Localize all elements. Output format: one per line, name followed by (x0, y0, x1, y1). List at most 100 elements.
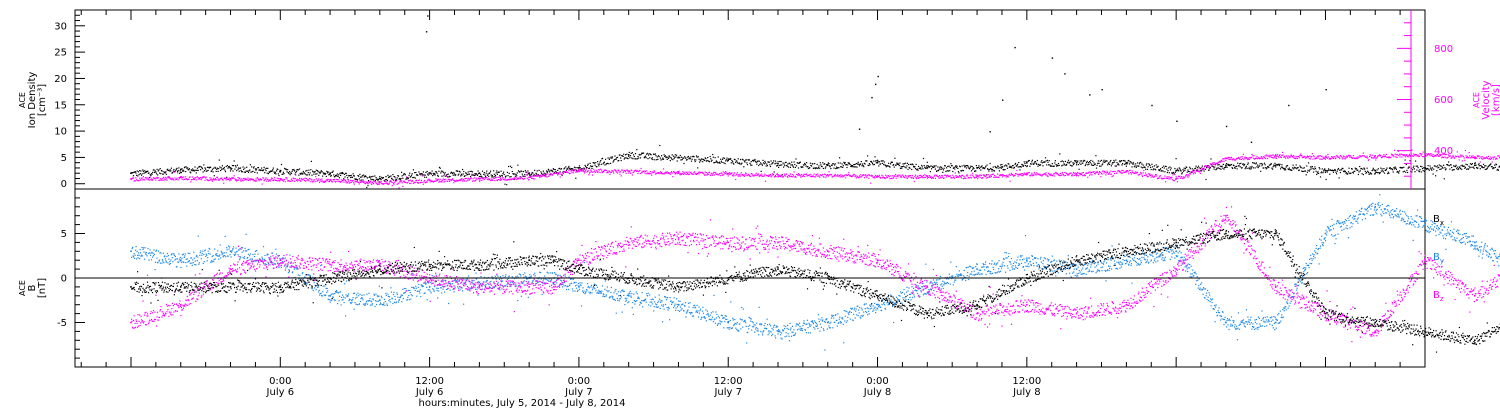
velocity-series-point (942, 175, 944, 177)
density-series-point (187, 167, 189, 169)
velocity-series-point (817, 173, 819, 175)
velocity-series-point (697, 171, 699, 173)
density-series-point (1393, 167, 1395, 169)
velocity-series-point (923, 176, 925, 179)
velocity-series-point (189, 176, 191, 178)
velocity-series-point (774, 176, 776, 178)
density-series-point (1139, 161, 1141, 163)
density-series-point (1160, 168, 1162, 170)
density-series-point (1347, 171, 1350, 173)
density-spike-point (1089, 94, 1091, 96)
velocity-series-point (1439, 153, 1441, 156)
density-series-point (1146, 168, 1149, 170)
density-series-point (454, 174, 456, 177)
velocity-series-point (1143, 169, 1145, 172)
velocity-series-point (935, 174, 937, 176)
velocity-series-point (1171, 179, 1173, 181)
velocity-series-point (1229, 158, 1231, 161)
density-series-point (1054, 162, 1056, 164)
density-series-point (1482, 163, 1485, 165)
velocity-series-point (781, 175, 783, 177)
density-series-point (357, 175, 359, 177)
density-series-point (870, 161, 872, 163)
velocity-series-point (671, 171, 673, 173)
velocity-series-point (463, 179, 465, 181)
velocity-series-point (1153, 176, 1155, 178)
velocity-series-point (674, 173, 676, 175)
density-series-point (273, 171, 275, 173)
velocity-series-point (1325, 155, 1327, 157)
density-series-point (205, 168, 207, 170)
density-series-point (867, 155, 869, 157)
velocity-series-point (927, 176, 930, 179)
density-series-point (299, 172, 301, 175)
density-series-point (238, 167, 240, 169)
density-series-point (822, 162, 824, 164)
density-series-point (857, 163, 859, 165)
density-series-point (1405, 171, 1407, 173)
velocity-series-point (1431, 154, 1433, 156)
density-series-point (863, 162, 865, 164)
density-series-point (773, 160, 775, 162)
velocity-series-point (1154, 175, 1156, 177)
velocity-series-point (1362, 152, 1364, 154)
velocity-series-point (978, 176, 980, 178)
velocity-series-point (377, 181, 379, 183)
density-series-point (320, 170, 322, 172)
density-series-point (515, 173, 517, 176)
density-series-point (152, 171, 154, 173)
density-series-point (136, 174, 138, 176)
velocity-series-point (1311, 156, 1313, 158)
velocity-series-point (742, 175, 744, 177)
density-series-point (523, 175, 525, 177)
velocity-series-point (1219, 161, 1221, 163)
velocity-series-point (662, 172, 664, 175)
density-series-point (745, 159, 747, 161)
density-series-point (629, 155, 632, 157)
velocity-series-point (880, 177, 882, 179)
velocity-series-point (233, 175, 235, 177)
velocity-series-point (1069, 172, 1071, 174)
velocity-series-point (1038, 174, 1040, 176)
density-series-point (807, 166, 809, 168)
density-series-point (758, 160, 760, 162)
velocity-series-point (713, 171, 715, 173)
velocity-series-point (1227, 158, 1229, 160)
density-series-point (704, 157, 706, 159)
density-series-point (254, 171, 256, 173)
density-series-point (438, 170, 440, 172)
velocity-series-point (581, 170, 583, 172)
velocity-series-point (1334, 158, 1336, 160)
density-series-point (853, 164, 855, 166)
velocity-series-point (881, 174, 883, 176)
velocity-series-point (1081, 172, 1083, 174)
velocity-series-point (536, 174, 538, 177)
velocity-series-point (1167, 176, 1169, 178)
velocity-series-point (1097, 173, 1099, 175)
density-series-point (1328, 169, 1330, 171)
density-series-point (547, 170, 549, 172)
velocity-series-point (1380, 154, 1382, 156)
velocity-series-point (396, 180, 398, 182)
density-series-point (559, 167, 561, 169)
density-series-point (218, 168, 220, 170)
velocity-series-point (544, 175, 546, 177)
velocity-series-point (906, 177, 908, 179)
velocity-series-point (1247, 158, 1249, 160)
velocity-series-point (1391, 155, 1393, 157)
velocity-series-point (890, 177, 892, 180)
density-series-point (437, 174, 439, 176)
velocity-series-point (465, 177, 467, 180)
density-series-point (198, 166, 200, 168)
density-series-point (1034, 161, 1037, 163)
velocity-series-point (870, 174, 872, 176)
density-series-point (257, 167, 260, 169)
density-series-point (369, 175, 371, 178)
density-series-point (1178, 170, 1180, 172)
density-series-point (1334, 169, 1336, 171)
velocity-series-point (1311, 153, 1313, 155)
density-series-point (1363, 167, 1365, 169)
velocity-series-point (1441, 157, 1443, 159)
density-series-point (852, 165, 854, 167)
velocity-series-point (932, 177, 935, 179)
